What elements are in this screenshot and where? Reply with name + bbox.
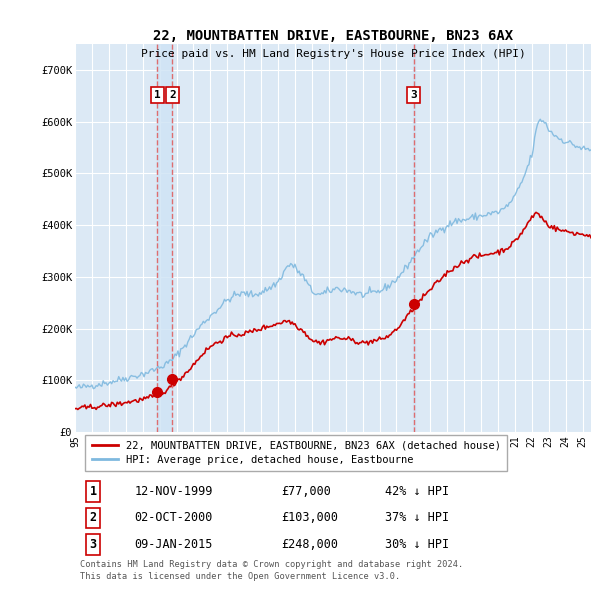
Text: Contains HM Land Registry data © Crown copyright and database right 2024.: Contains HM Land Registry data © Crown c…: [80, 560, 463, 569]
Text: 1: 1: [154, 90, 161, 100]
Text: £248,000: £248,000: [281, 537, 338, 550]
Text: 1: 1: [89, 485, 97, 498]
Text: 3: 3: [410, 90, 417, 100]
Text: 2: 2: [89, 512, 97, 525]
Text: 2: 2: [169, 90, 176, 100]
Text: 37% ↓ HPI: 37% ↓ HPI: [385, 512, 449, 525]
Text: 30% ↓ HPI: 30% ↓ HPI: [385, 537, 449, 550]
Title: 22, MOUNTBATTEN DRIVE, EASTBOURNE, BN23 6AX: 22, MOUNTBATTEN DRIVE, EASTBOURNE, BN23 …: [153, 29, 513, 43]
Text: 09-JAN-2015: 09-JAN-2015: [134, 537, 213, 550]
Text: This data is licensed under the Open Government Licence v3.0.: This data is licensed under the Open Gov…: [80, 572, 400, 581]
Text: £77,000: £77,000: [281, 485, 331, 498]
Text: £103,000: £103,000: [281, 512, 338, 525]
Legend: 22, MOUNTBATTEN DRIVE, EASTBOURNE, BN23 6AX (detached house), HPI: Average price: 22, MOUNTBATTEN DRIVE, EASTBOURNE, BN23 …: [85, 435, 507, 471]
Text: 12-NOV-1999: 12-NOV-1999: [134, 485, 213, 498]
Bar: [413, 44, 415, 432]
Text: 02-OCT-2000: 02-OCT-2000: [134, 512, 213, 525]
Text: Price paid vs. HM Land Registry's House Price Index (HPI): Price paid vs. HM Land Registry's House …: [140, 49, 526, 59]
Bar: [157, 44, 172, 432]
Text: 42% ↓ HPI: 42% ↓ HPI: [385, 485, 449, 498]
Text: 3: 3: [89, 537, 97, 550]
